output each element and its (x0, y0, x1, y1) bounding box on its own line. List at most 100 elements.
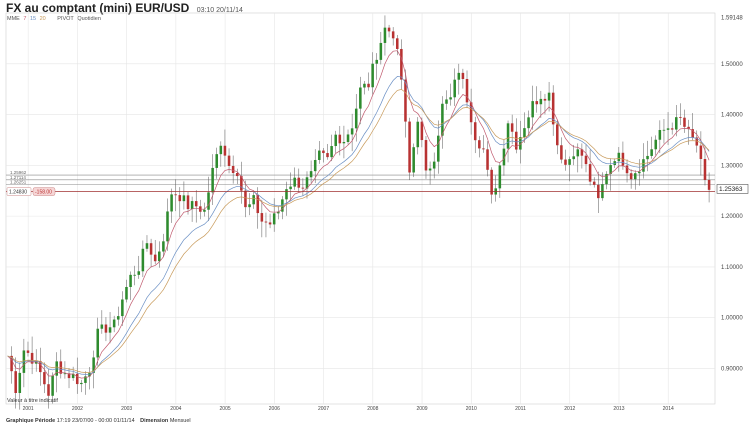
candle-body (670, 128, 674, 130)
candle-body (313, 159, 317, 172)
candle-body (383, 27, 387, 43)
candle-body (223, 145, 227, 156)
candle-body (523, 128, 526, 138)
candle-body (547, 92, 551, 101)
candle-body (395, 38, 399, 49)
candle-body (371, 63, 374, 88)
candle-body (412, 147, 415, 173)
y-axis: 0.90000 1.00000 1.10000 1.20000 1.30000 1.400… (721, 15, 743, 372)
x-tick-label: 2006 (269, 406, 280, 412)
candle-body (400, 48, 403, 80)
candle-body (580, 149, 584, 156)
candle-body (281, 199, 284, 212)
candle-body (658, 130, 662, 140)
mme-value-15: 15 (29, 16, 37, 22)
high-value-label: 1.59148 (721, 15, 743, 21)
gridlines (6, 13, 715, 404)
dimension-label: Dimension (140, 418, 169, 424)
candle-body (617, 152, 621, 162)
candle-body (666, 128, 670, 130)
candle-body (432, 161, 436, 169)
candle-body (80, 382, 83, 385)
pivot-label: PIVOT (57, 16, 74, 22)
candle-body (71, 373, 75, 379)
candle-body (322, 150, 325, 154)
candle-body (502, 148, 506, 166)
candle-body (67, 373, 71, 379)
candle-body (63, 373, 67, 375)
candle-body (219, 145, 223, 155)
candle-body (207, 192, 210, 210)
candle-body (203, 209, 206, 212)
candle-body (240, 176, 243, 191)
candle-body (47, 384, 50, 396)
candle-body (473, 122, 477, 141)
candle-body (51, 375, 54, 396)
candle-body (145, 243, 149, 249)
ema-7-line (7, 50, 710, 379)
candle-body (514, 131, 518, 150)
candle-body (350, 128, 354, 135)
chart-timestamp: 03:10 20/11/14 (196, 7, 243, 14)
x-tick-label: 2010 (466, 406, 477, 412)
candle-body (354, 108, 358, 129)
candle-body (654, 139, 658, 150)
candle-body (149, 243, 153, 255)
candle-body (100, 324, 104, 329)
candle-body (96, 328, 100, 358)
candle-body (211, 167, 214, 193)
last-price-box (716, 184, 749, 194)
candle-body (272, 213, 276, 225)
period-value: 17:19 23/07/00 - 00:00 01/11/14 (56, 418, 135, 424)
candle-body (699, 145, 703, 160)
candle-body (342, 141, 346, 144)
pivot-label: 1.26251 (10, 179, 27, 184)
candle-body (420, 121, 424, 141)
candle-body (301, 187, 305, 189)
candle-body (539, 98, 543, 105)
candle-body (465, 78, 469, 103)
candle-body (556, 124, 559, 146)
candle-body (235, 173, 239, 177)
candle-body (108, 327, 112, 333)
candle-body (92, 357, 95, 373)
candle-body (707, 179, 711, 190)
candle-body (609, 165, 612, 174)
candle-body (576, 149, 580, 157)
candle-body (121, 299, 124, 317)
chart-footer: Graphique Période 17:19 23/07/00 - 00:00… (6, 418, 191, 424)
price-tag-value: 1.24830 (9, 190, 27, 196)
candle-body (18, 372, 22, 394)
plot-area-border (5, 12, 716, 405)
y-tick-label: 1.20000 (721, 214, 743, 220)
indicative-value-note: Valeur à titre indicatif (7, 398, 58, 404)
candle-body (231, 165, 235, 174)
candle-body (125, 286, 128, 300)
candle-body (194, 201, 198, 207)
period-label: Graphique Période (6, 418, 56, 424)
candle-body (568, 159, 571, 165)
candle-body (359, 87, 362, 109)
candle-body (535, 101, 539, 105)
candle-body (387, 27, 391, 32)
candle-body (601, 184, 604, 199)
last-price-label: 1.25363 (719, 186, 743, 193)
candle-body (391, 31, 395, 39)
candle-body (519, 137, 522, 150)
candle-body (190, 201, 194, 210)
candle-body (334, 134, 337, 147)
candle-body (43, 372, 46, 385)
pivot-period: Quotidien (77, 16, 101, 22)
candle-body (133, 274, 136, 276)
x-tick-label: 2005 (220, 406, 231, 412)
candle-body (75, 373, 79, 385)
y-tick-label: 1.40000 (721, 113, 743, 119)
candle-body (162, 241, 165, 252)
indicator-legend: MME 7 15 20 PIVOT Quotidien (7, 16, 103, 22)
candle-body (248, 204, 251, 208)
x-axis: 2001 2002 2003 2004 2005 2006 2007 2008 2009 2010… (23, 406, 674, 412)
price-change-box (32, 187, 56, 196)
candle-body (112, 319, 116, 328)
x-tick-label: 2011 (515, 406, 526, 412)
